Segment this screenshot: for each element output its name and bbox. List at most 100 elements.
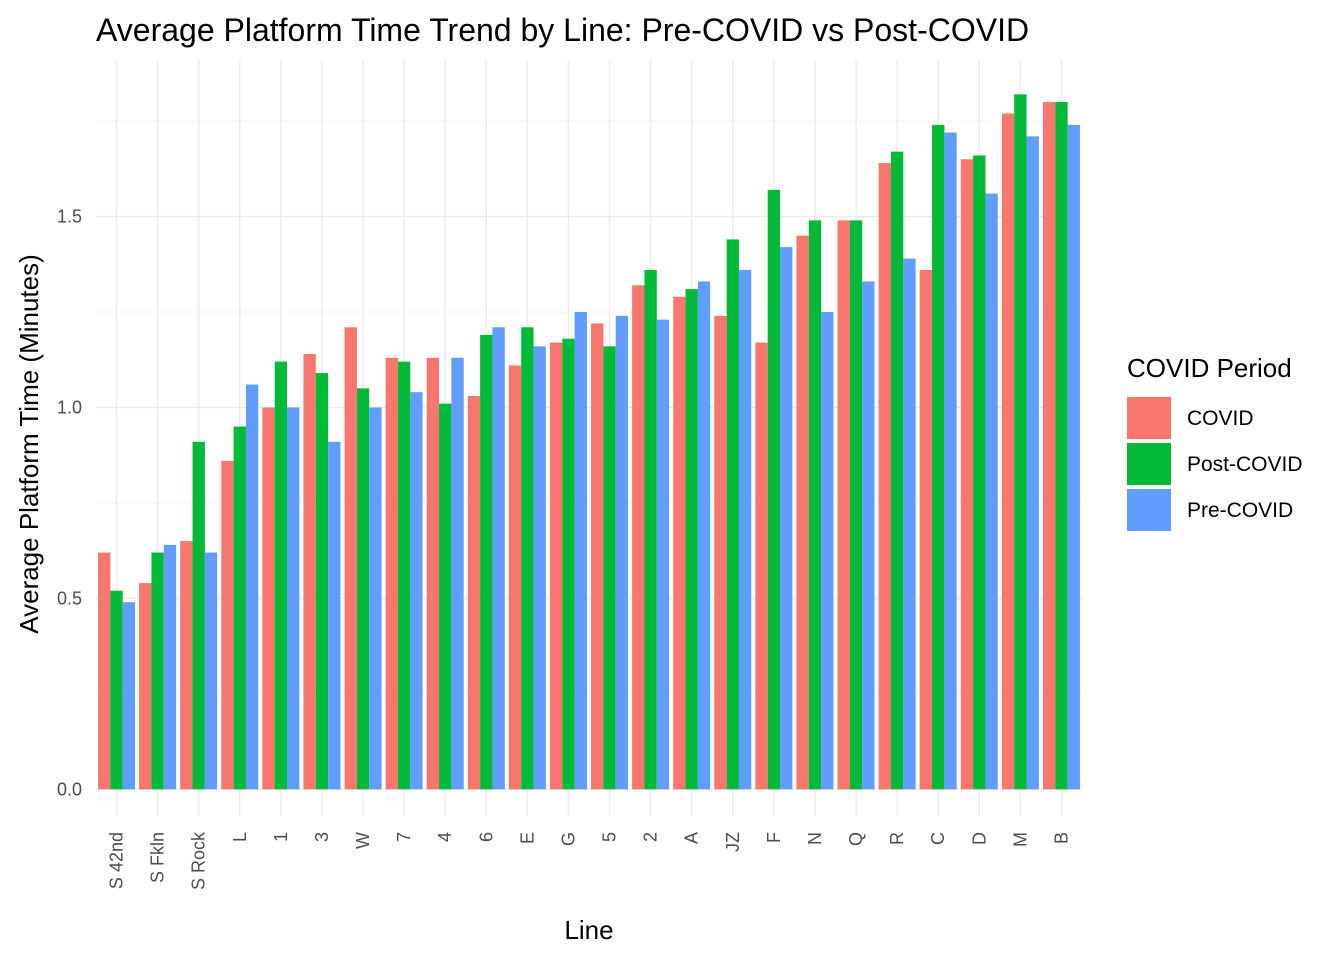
bar [878,163,891,790]
bar [919,270,933,790]
bar [932,124,945,790]
bar [837,220,850,790]
bar [385,357,398,790]
bar [344,327,357,790]
bar [849,220,863,790]
bar [356,388,370,790]
legend-label: COVID [1187,407,1254,430]
bar [245,384,259,790]
x-tick-label: 2 [641,832,661,842]
bar [697,281,711,790]
x-tick-label: 4 [435,832,455,842]
bar [903,258,916,790]
x-axis-label: Line [564,915,613,945]
y-tick-label: 0.5 [57,588,82,608]
legend-label: Pre-COVID [1187,499,1293,522]
x-tick-label: M [1010,832,1030,847]
bar [287,407,300,790]
bar [492,327,505,790]
bar [180,541,193,790]
bar [1067,124,1080,790]
bar [673,296,686,790]
bar [533,346,546,790]
x-tick-label: 3 [312,832,332,842]
x-tick-label: C [928,832,948,845]
bar [562,338,575,790]
bar [685,289,698,790]
bar [110,590,123,790]
bar [796,235,809,790]
bar [369,407,382,790]
x-tick-label: D [969,832,989,845]
bar [439,403,452,790]
bar [862,281,875,790]
y-tick-label: 1.0 [57,397,82,417]
bar [303,354,316,790]
legend-label: Post-COVID [1187,453,1303,476]
bar [426,357,440,790]
bar [591,323,604,790]
x-axis-ticks: S 42nd S Fkln S Rock L 1 3 W 7 4 6 E G 5 2 A JZ F N Q R C D M B [107,831,1072,890]
bar [451,357,464,790]
x-tick-label: S Rock [189,831,209,890]
x-tick-label: 6 [476,832,496,842]
bar [1001,113,1015,790]
legend: COVID Period COVID Post-COVID Pre-COVID [1127,353,1303,531]
legend-title: COVID Period [1127,353,1292,383]
bar [204,552,218,790]
x-tick-label: 7 [394,832,414,842]
x-tick-label: E [517,832,537,844]
bar [1055,102,1068,790]
bar [508,365,522,790]
x-tick-label: S Fkln [148,832,168,883]
bar [738,270,752,790]
chart-title: Average Platform Time Trend by Line: Pre… [96,12,1029,48]
x-tick-label: S 42nd [107,832,127,889]
bar [985,193,998,790]
bar [944,132,957,790]
bar [821,312,834,790]
bar [644,270,657,790]
bar [467,396,481,790]
bar [960,159,974,790]
legend-swatch [1127,397,1171,439]
bar [973,155,986,790]
x-tick-label: L [230,832,250,842]
bar [1026,136,1039,790]
x-tick-label: Q [846,832,866,846]
bar [656,319,670,790]
bar [574,312,587,790]
bar [808,220,822,790]
bar [890,151,904,790]
legend-swatch [1127,489,1171,531]
bar [315,373,329,790]
bar [192,441,205,790]
y-axis-ticks: 0.0 0.5 1.0 1.5 [57,207,82,800]
x-tick-label: R [887,832,907,845]
bar [632,285,645,790]
bar [221,460,234,790]
bar [139,583,152,790]
x-tick-label: JZ [723,832,743,852]
x-tick-label: 1 [271,832,291,842]
bar [714,315,727,790]
bar [122,602,136,790]
x-tick-label: N [805,832,825,845]
bar [233,426,246,790]
x-tick-label: A [682,832,702,844]
bar [726,239,739,790]
bar [151,552,164,790]
bar [615,315,629,790]
bar [410,392,423,790]
x-tick-label: F [764,832,784,843]
bar [274,361,288,790]
bar [603,346,616,790]
y-tick-label: 0.0 [57,779,82,799]
grid-minor [96,120,1082,695]
x-tick-label: B [1051,832,1071,844]
x-tick-label: 5 [600,832,620,842]
bar [755,342,768,790]
y-axis-label: Average Platform Time (Minutes) [14,254,44,634]
bars [98,94,1080,790]
